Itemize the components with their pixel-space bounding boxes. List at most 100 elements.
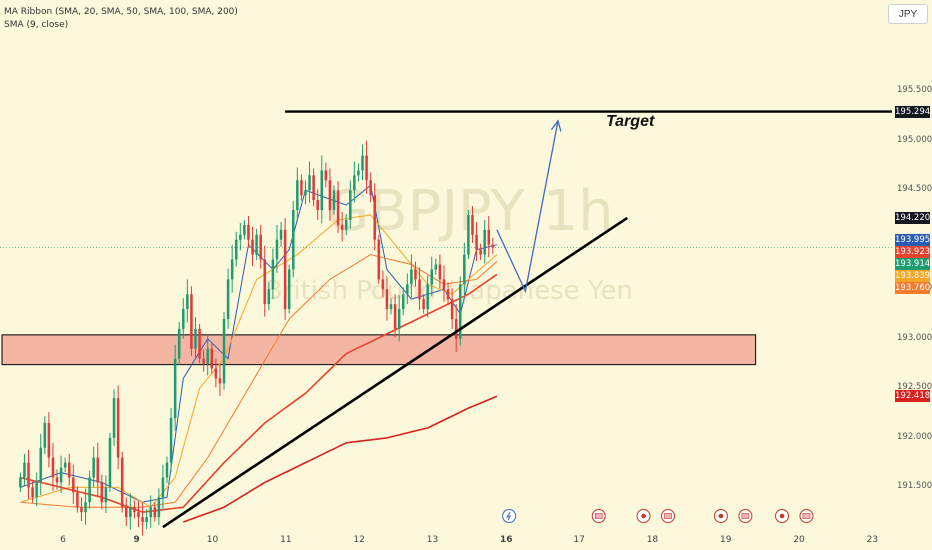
candle-body <box>39 447 42 483</box>
candle-body <box>406 284 409 295</box>
candle-body <box>104 487 108 503</box>
candle-body <box>186 294 189 310</box>
x-tick-label: 16 <box>500 535 513 545</box>
candle-body <box>43 423 47 448</box>
candle-body <box>145 517 148 523</box>
flag-glyph <box>741 513 750 519</box>
candle-body <box>59 467 63 483</box>
candle-body <box>92 457 95 478</box>
candle-body <box>251 239 254 255</box>
candle-body <box>76 492 79 508</box>
candle-body <box>483 229 486 255</box>
indicator-legend: MA Ribbon (SMA, 20, SMA, 50, SMA, 100, S… <box>4 6 238 32</box>
candle-body <box>328 180 332 211</box>
ma-line-sma-50 <box>20 254 498 508</box>
candle-body <box>206 348 209 364</box>
candle-body <box>149 507 152 518</box>
y-tick-label: 194.500 <box>897 184 932 195</box>
candle-body <box>239 234 242 240</box>
candle-body <box>35 482 38 498</box>
candle-body <box>381 279 385 290</box>
candle-body <box>177 328 181 359</box>
candle-body <box>467 214 470 255</box>
price-tag: 193.995 <box>895 234 931 247</box>
currency-badge[interactable]: JPY <box>888 4 928 24</box>
candle-body <box>137 512 140 518</box>
y-tick-label: 193.000 <box>897 332 932 343</box>
candle-body <box>230 259 234 280</box>
candle-body <box>312 175 315 201</box>
price-tag: 195.294 <box>895 105 931 118</box>
x-tick-label: 20 <box>793 535 805 545</box>
candle-body <box>27 462 30 488</box>
candle-body <box>475 234 478 250</box>
candle-body <box>377 239 381 280</box>
candle-body <box>344 219 348 230</box>
candle-body <box>463 254 466 285</box>
candle-body <box>259 234 262 260</box>
candle-body <box>336 190 340 225</box>
candle-body <box>100 482 104 503</box>
candle-body <box>116 398 120 458</box>
candle-body <box>438 264 442 280</box>
candle-body <box>202 358 205 364</box>
candle-body <box>418 279 421 300</box>
candle-body <box>308 175 311 191</box>
candle-body <box>385 289 389 310</box>
y-tick-label: 192.500 <box>897 382 932 393</box>
candle-body <box>125 507 128 518</box>
candle-body <box>243 224 246 235</box>
candle-body <box>108 437 112 488</box>
candle-body <box>430 269 434 285</box>
watermark-symbol: GBPJPY 1h <box>326 179 614 244</box>
candle-body <box>198 328 201 359</box>
candle-body <box>72 477 75 493</box>
candle-body <box>47 423 51 458</box>
candle-body <box>51 457 55 478</box>
projection-arrowhead <box>550 119 562 132</box>
price-tag: 194.220 <box>895 211 931 224</box>
candle-body <box>169 418 173 463</box>
candle-body <box>393 304 397 329</box>
candle-body <box>210 348 214 369</box>
candle-body <box>401 294 405 310</box>
target-label: Target <box>606 113 655 130</box>
candle-body <box>218 378 222 384</box>
candle-body <box>222 318 226 384</box>
candle-body <box>31 487 34 498</box>
alert-glyph <box>779 513 785 519</box>
candle-body <box>458 284 462 339</box>
candle-body <box>361 155 364 171</box>
candle-body <box>446 289 450 300</box>
candle-body <box>161 477 165 498</box>
candle-body <box>397 309 401 329</box>
y-tick-label: 195.500 <box>897 85 932 96</box>
candle-body <box>194 328 197 349</box>
candle-body <box>316 200 319 211</box>
candle-body <box>67 462 71 478</box>
candle-body <box>165 462 169 478</box>
candle-body <box>296 180 299 211</box>
candle-body <box>422 299 425 310</box>
candle-body <box>234 239 238 260</box>
candle-body <box>389 304 393 310</box>
x-tick-label: 9 <box>133 535 140 545</box>
x-tick-label: 19 <box>720 535 732 545</box>
candle-body <box>112 398 116 438</box>
candle-body <box>414 269 417 280</box>
candle-body <box>487 229 491 245</box>
candle-body <box>190 294 193 349</box>
candle-body <box>479 249 482 255</box>
candle-body <box>369 180 372 196</box>
candle-body <box>23 462 26 478</box>
x-tick-label: 12 <box>353 535 365 545</box>
flag-glyph <box>802 513 811 519</box>
price-tag: 193.914 <box>895 258 931 271</box>
ma-line-sma-200 <box>183 395 498 523</box>
candle-body <box>471 214 474 235</box>
price-tag: 193.760 <box>895 282 931 295</box>
x-tick-label: 11 <box>280 535 292 545</box>
x-tick-label: 17 <box>573 535 585 545</box>
